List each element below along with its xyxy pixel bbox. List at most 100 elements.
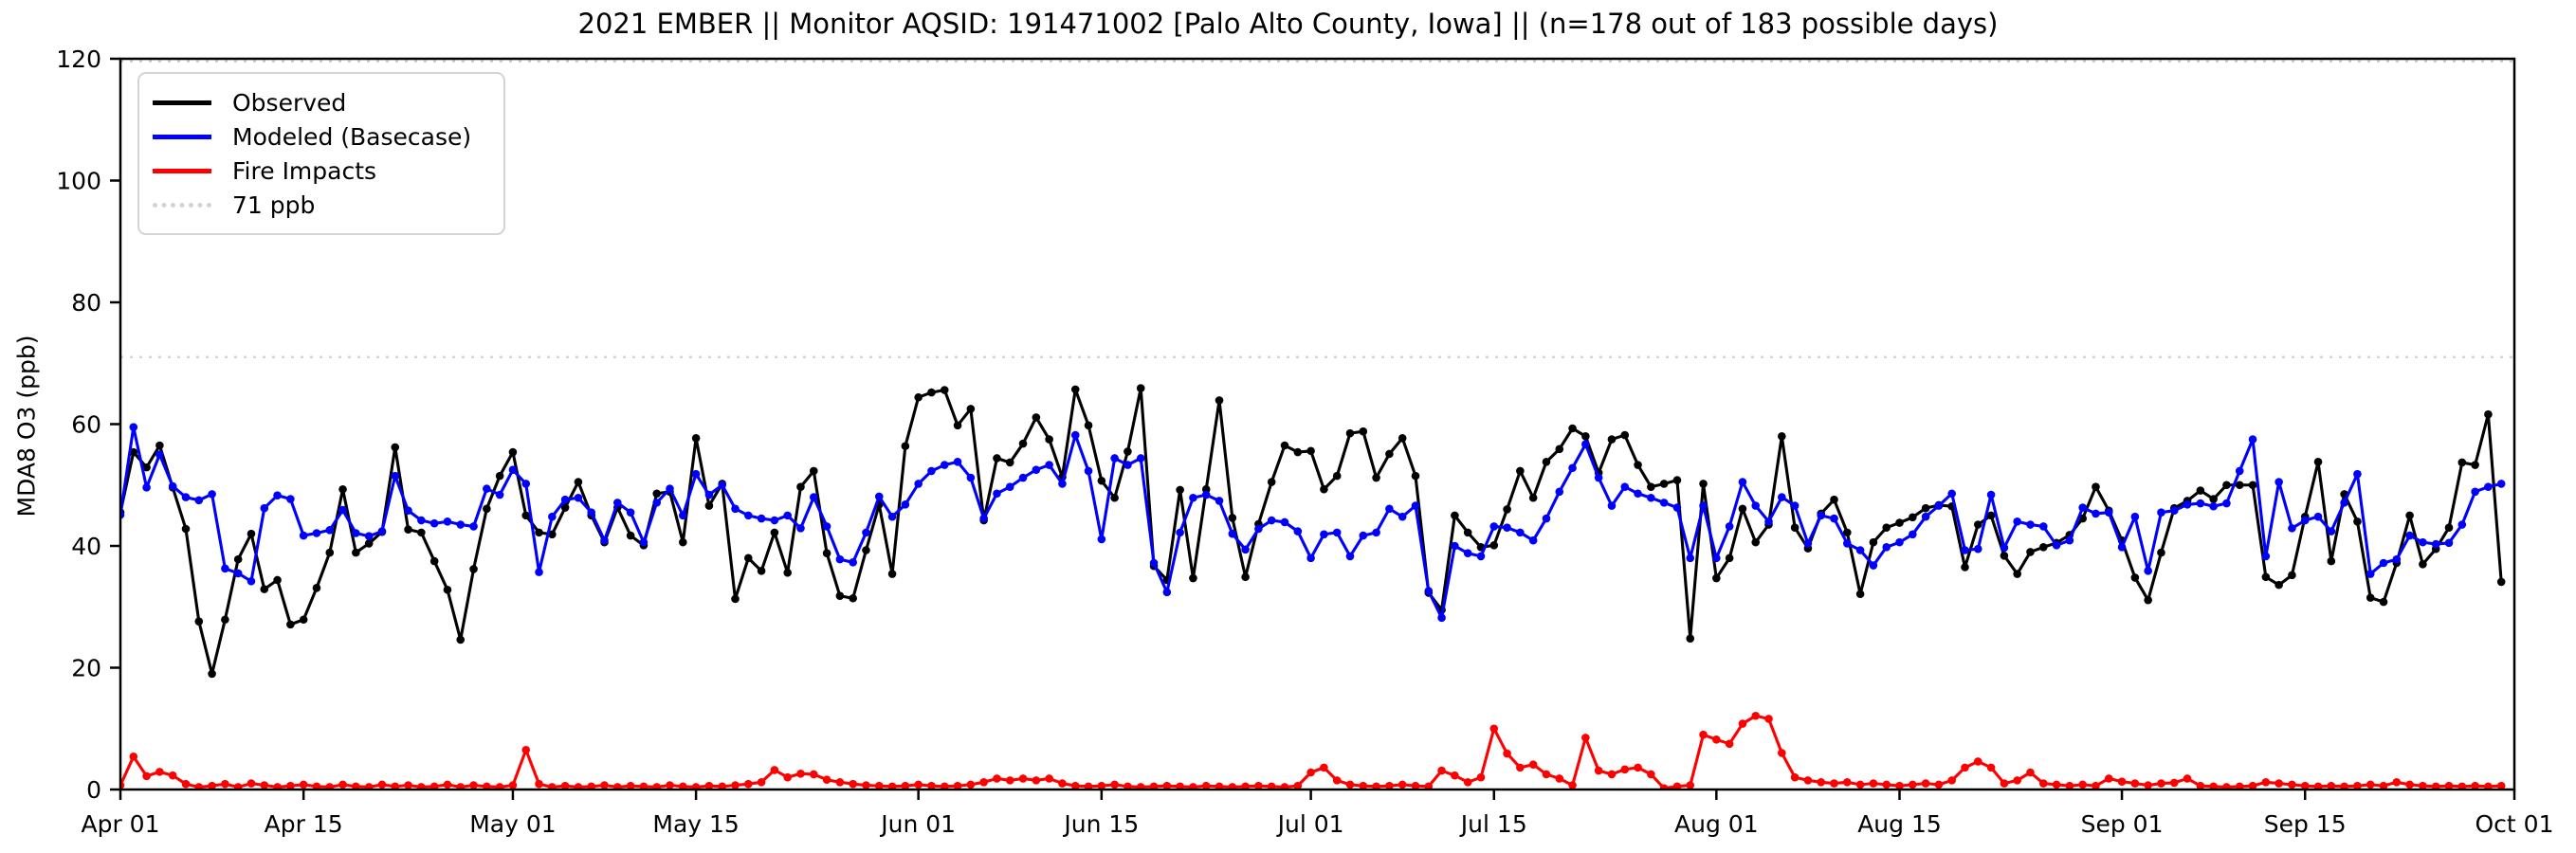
y-tick-label: 60 xyxy=(71,411,101,439)
data-point xyxy=(1293,447,1303,457)
data-point xyxy=(652,499,662,507)
data-point xyxy=(2104,508,2113,517)
data-point xyxy=(2157,779,2165,788)
data-point xyxy=(1751,537,1761,547)
data-point xyxy=(2288,780,2296,789)
data-point xyxy=(1568,463,1577,473)
data-point xyxy=(1843,528,1852,537)
data-point xyxy=(757,514,766,523)
data-point xyxy=(2196,486,2205,495)
data-point xyxy=(299,615,308,625)
data-point xyxy=(2235,466,2244,476)
data-point xyxy=(404,525,412,534)
data-point xyxy=(927,781,936,790)
data-point xyxy=(1947,489,1956,499)
data-point xyxy=(221,779,229,789)
data-point xyxy=(208,781,216,790)
data-point xyxy=(1803,776,1813,785)
data-point xyxy=(2327,527,2336,535)
data-point xyxy=(417,528,426,537)
data-point xyxy=(194,617,204,626)
data-point xyxy=(2235,481,2244,490)
data-point xyxy=(1058,779,1067,788)
data-point xyxy=(743,511,753,520)
legend-line-sample xyxy=(153,168,211,173)
data-point xyxy=(940,386,949,394)
data-point xyxy=(927,466,936,476)
data-point xyxy=(1817,777,1826,787)
data-point xyxy=(809,493,818,501)
data-point xyxy=(2092,482,2100,491)
data-point xyxy=(560,781,570,790)
y-tick-label: 120 xyxy=(56,45,101,73)
data-point xyxy=(429,518,439,528)
data-point xyxy=(1581,432,1590,441)
data-point xyxy=(1738,504,1747,514)
data-point xyxy=(1032,413,1041,422)
data-point xyxy=(966,473,976,482)
data-point xyxy=(2261,572,2271,582)
data-point xyxy=(1895,781,1904,790)
data-point xyxy=(2013,570,2021,578)
data-point xyxy=(679,511,687,520)
data-point xyxy=(2496,480,2506,488)
y-tick-label: 100 xyxy=(56,168,101,195)
data-point xyxy=(2065,781,2074,790)
data-point xyxy=(404,506,412,516)
data-point xyxy=(1005,776,1014,785)
data-point xyxy=(770,516,779,525)
data-point xyxy=(443,585,452,594)
data-point xyxy=(417,516,426,525)
data-point xyxy=(1528,760,1538,769)
data-point xyxy=(874,781,884,790)
data-point xyxy=(1581,440,1590,449)
data-point xyxy=(953,421,962,430)
data-point xyxy=(2038,542,2048,552)
data-point xyxy=(2000,543,2009,553)
data-point xyxy=(1882,523,1891,533)
data-point xyxy=(1607,501,1617,510)
data-point xyxy=(1909,780,1917,789)
x-tick-label: May 01 xyxy=(469,810,556,838)
data-point xyxy=(757,777,766,787)
data-point xyxy=(2457,520,2467,529)
data-point xyxy=(1528,493,1538,502)
data-point xyxy=(626,781,635,790)
data-point xyxy=(1097,535,1106,544)
data-point xyxy=(1516,528,1525,537)
data-point xyxy=(2183,500,2192,509)
data-point xyxy=(155,450,164,459)
data-point xyxy=(2405,531,2414,540)
data-point xyxy=(966,780,976,789)
data-point xyxy=(2379,781,2388,790)
data-point xyxy=(1320,763,1328,772)
data-point xyxy=(286,495,295,503)
data-point xyxy=(352,529,360,537)
series-modeled-basecase xyxy=(119,423,2506,623)
data-point xyxy=(260,503,269,513)
data-point xyxy=(1463,777,1472,787)
data-point xyxy=(1620,430,1630,440)
data-point xyxy=(940,461,949,469)
data-point xyxy=(1817,511,1826,520)
data-point xyxy=(1228,514,1237,522)
data-point xyxy=(1372,528,1380,537)
data-point xyxy=(862,781,870,789)
data-point xyxy=(2353,781,2362,790)
data-point xyxy=(1634,489,1642,499)
data-point xyxy=(1542,458,1551,466)
data-point xyxy=(469,565,478,573)
data-point xyxy=(1620,765,1630,774)
data-point xyxy=(508,447,518,457)
data-point xyxy=(247,576,256,586)
data-point xyxy=(2013,517,2021,526)
x-tick-label: Aug 01 xyxy=(1674,810,1759,838)
data-point xyxy=(704,501,714,510)
data-point xyxy=(1672,503,1682,512)
data-point xyxy=(1359,531,1368,540)
data-point xyxy=(2222,499,2231,508)
data-point xyxy=(142,463,151,472)
data-point xyxy=(2300,516,2310,525)
data-point xyxy=(1293,527,1303,535)
data-point xyxy=(1437,613,1446,623)
